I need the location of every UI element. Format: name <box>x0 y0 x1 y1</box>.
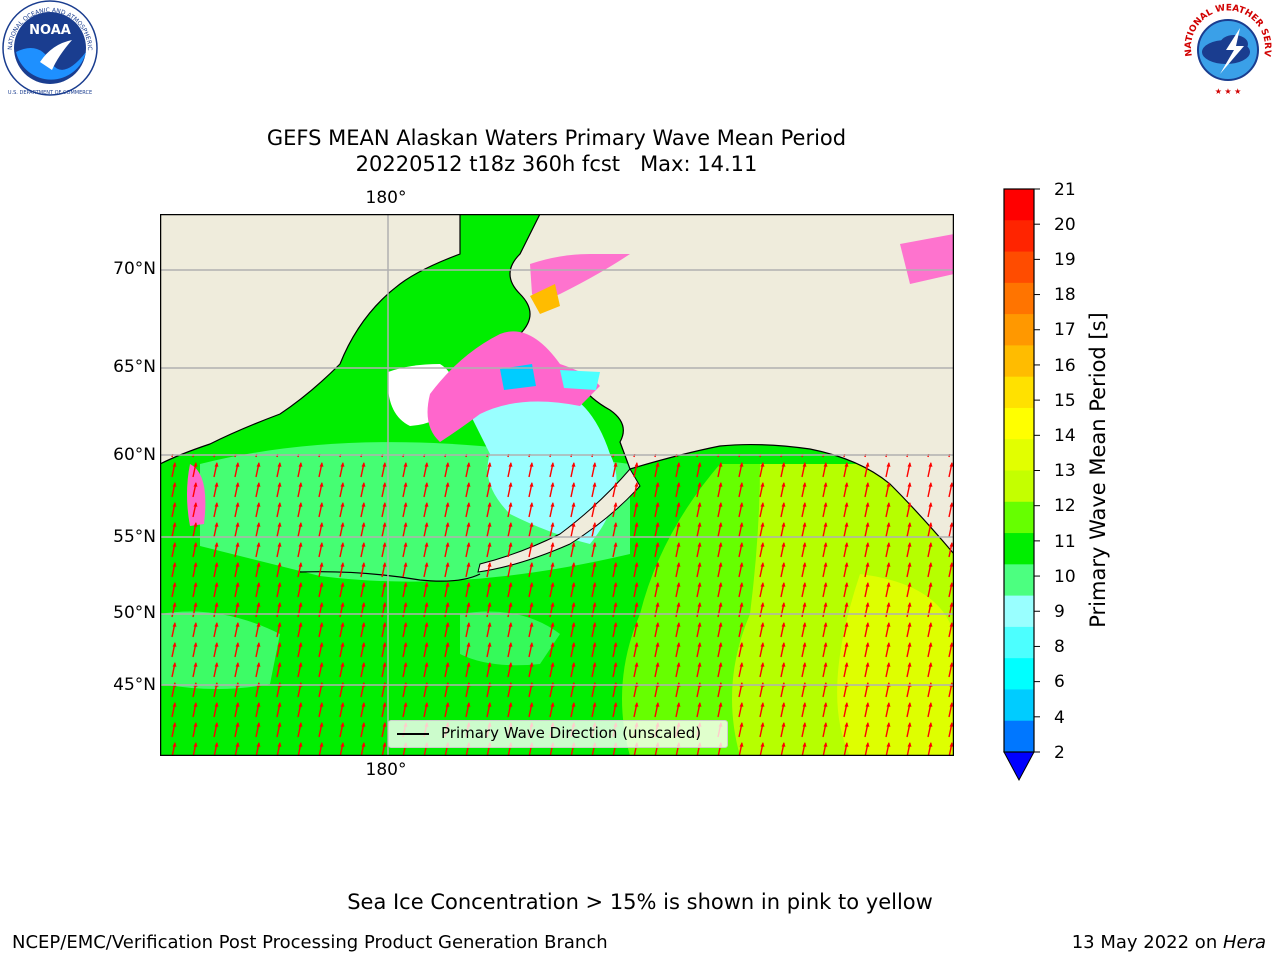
nws-logo: NATIONAL WEATHER SERVICE ★ ★ ★ <box>1178 0 1274 96</box>
cbar-tick-17: 17 <box>1054 320 1076 340</box>
cbar-tick-11: 11 <box>1054 532 1076 552</box>
cbar-tick-18: 18 <box>1054 285 1076 305</box>
map-frame <box>160 214 954 756</box>
cbar-tick-4: 4 <box>1054 708 1065 728</box>
colorbar-under-extension <box>1003 751 1035 782</box>
colorbar-segment <box>1004 470 1034 503</box>
land-siberia <box>160 214 461 465</box>
colorbar-segment <box>1004 533 1034 565</box>
colorbar-segment <box>1004 376 1034 409</box>
colorbar-segment <box>1004 251 1034 284</box>
colorbar-label: Primary Wave Mean Period [s] <box>1086 312 1110 628</box>
chart-title: GEFS MEAN Alaskan Waters Primary Wave Me… <box>266 126 847 150</box>
lon-label-top: 180° <box>365 188 407 208</box>
colorbar-segment <box>1004 439 1034 471</box>
lat-label-55: 55°N <box>113 527 156 547</box>
cbar-tick-14: 14 <box>1054 426 1076 446</box>
colorbar <box>1003 188 1040 782</box>
cbar-tick-21: 21 <box>1054 180 1076 200</box>
legend-line-swatch <box>397 733 429 735</box>
sea-ice-note: Sea Ice Concentration > 15% is shown in … <box>347 890 933 914</box>
map-gridlines <box>160 214 954 756</box>
legend-label: Primary Wave Direction (unscaled) <box>441 724 702 742</box>
footer-date: 13 May 2022 on Hera <box>1072 932 1266 953</box>
svg-text:U.S. DEPARTMENT OF COMMERCE: U.S. DEPARTMENT OF COMMERCE <box>8 90 92 96</box>
cbar-tick-19: 19 <box>1054 250 1076 270</box>
colorbar-segment <box>1004 345 1034 378</box>
cbar-tick-10: 10 <box>1054 567 1076 587</box>
cbar-tick-2: 2 <box>1054 743 1065 763</box>
cbar-tick-20: 20 <box>1054 215 1076 235</box>
footer-date-text: 13 May 2022 on <box>1071 932 1223 953</box>
colorbar-segment <box>1004 220 1034 253</box>
colorbar-segment <box>1004 501 1034 534</box>
colorbar-segment <box>1004 564 1034 597</box>
wave-direction-arrows <box>160 454 954 756</box>
lat-label-65: 65°N <box>113 357 156 377</box>
map-legend: Primary Wave Direction (unscaled) <box>388 720 728 748</box>
colorbar-segment <box>1004 595 1034 628</box>
cbar-tick-12: 12 <box>1054 496 1076 516</box>
colorbar-segment <box>1004 720 1034 753</box>
cbar-tick-6: 6 <box>1054 672 1065 692</box>
footer-host: Hera <box>1222 932 1266 953</box>
lat-label-60: 60°N <box>113 445 156 465</box>
wave-period-map <box>160 214 954 756</box>
svg-text:★ ★ ★: ★ ★ ★ <box>1215 87 1242 96</box>
lat-label-50: 50°N <box>113 603 156 623</box>
colorbar-segment <box>1004 314 1034 346</box>
footer-credit: NCEP/EMC/Verification Post Processing Pr… <box>12 932 608 953</box>
colorbar-segment <box>1004 282 1034 315</box>
lat-label-70: 70°N <box>113 259 156 279</box>
colorbar-segment <box>1004 658 1034 690</box>
cbar-tick-9: 9 <box>1054 602 1065 622</box>
colorbar-segment <box>1004 407 1034 440</box>
cbar-tick-8: 8 <box>1054 637 1065 657</box>
cbar-tick-16: 16 <box>1054 356 1076 376</box>
svg-text:NOAA: NOAA <box>29 23 71 38</box>
lat-label-45: 45°N <box>113 675 156 695</box>
colorbar-segment <box>1004 189 1034 221</box>
noaa-logo: NATIONAL OCEANIC AND ATMOSPHERIC ADMINIS… <box>0 0 98 96</box>
cbar-tick-13: 13 <box>1054 461 1076 481</box>
lon-label-bottom: 180° <box>365 760 407 780</box>
colorbar-segment <box>1004 689 1034 722</box>
cbar-tick-15: 15 <box>1054 391 1076 411</box>
colorbar-segment <box>1004 626 1034 659</box>
chart-subtitle: 20220512 t18z 360h fcst Max: 14.11 <box>355 152 758 176</box>
